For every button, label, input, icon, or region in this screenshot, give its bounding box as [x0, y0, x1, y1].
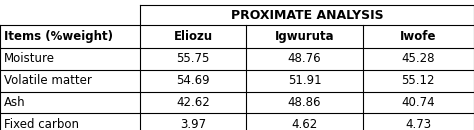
Text: 54.69: 54.69: [176, 74, 210, 87]
Text: Moisture: Moisture: [4, 53, 55, 66]
Text: Igwuruta: Igwuruta: [275, 30, 334, 43]
Text: Iwofe: Iwofe: [400, 30, 437, 43]
Text: Eliozu: Eliozu: [173, 30, 213, 43]
Text: 55.12: 55.12: [401, 74, 435, 87]
Text: 3.97: 3.97: [180, 118, 206, 130]
Text: 48.86: 48.86: [288, 96, 321, 109]
Text: Volatile matter: Volatile matter: [4, 74, 91, 87]
Text: 42.62: 42.62: [176, 96, 210, 109]
Text: 4.62: 4.62: [292, 118, 318, 130]
Text: Ash: Ash: [4, 96, 26, 109]
Text: 40.74: 40.74: [401, 96, 435, 109]
Text: PROXIMATE ANALYSIS: PROXIMATE ANALYSIS: [231, 9, 383, 22]
Text: 4.73: 4.73: [405, 118, 431, 130]
Text: 45.28: 45.28: [401, 53, 435, 66]
Text: Fixed carbon: Fixed carbon: [4, 118, 79, 130]
Text: 48.76: 48.76: [288, 53, 321, 66]
Text: 55.75: 55.75: [176, 53, 210, 66]
Text: Items (%weight): Items (%weight): [4, 30, 113, 43]
Text: 51.91: 51.91: [288, 74, 321, 87]
